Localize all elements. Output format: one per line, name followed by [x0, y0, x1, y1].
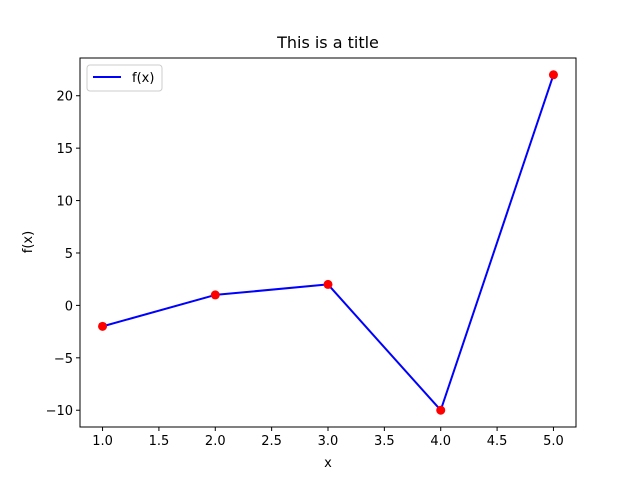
x-tick-label: 2.5	[261, 434, 282, 449]
x-tick-label: 3.5	[374, 434, 395, 449]
legend-label: f(x)	[132, 71, 154, 86]
x-tick-label: 1.5	[149, 434, 170, 449]
data-point	[548, 70, 558, 80]
x-tick-label: 1.0	[92, 434, 113, 449]
x-tick-label: 4.0	[430, 434, 451, 449]
x-tick-label: 5.0	[543, 434, 564, 449]
x-tick-label: 2.0	[205, 434, 226, 449]
y-axis-label: f(x)	[21, 231, 36, 253]
data-point	[98, 321, 108, 331]
legend: f(x)	[86, 64, 163, 92]
y-tick-label: −10	[46, 404, 73, 419]
y-axis: −10 −5 0 5 10 15 20	[46, 90, 80, 419]
data-point	[323, 279, 333, 289]
x-axis-label: x	[324, 456, 332, 471]
data-point	[210, 290, 220, 300]
series-points	[98, 70, 558, 415]
x-tick-label: 4.5	[487, 434, 508, 449]
y-tick-label: 15	[56, 142, 73, 157]
y-tick-label: 5	[65, 247, 73, 262]
chart-title: This is a title	[276, 33, 379, 52]
x-tick-label: 3.0	[318, 434, 339, 449]
y-tick-label: 10	[56, 195, 73, 210]
plot-area: 1.0 1.5 2.0 2.5 3.0 3.5 4.0 4.5 5.0 −10 −5 0 5 10 15 2…	[46, 57, 577, 449]
y-tick-label: 0	[65, 299, 73, 314]
axes-frame	[79, 57, 577, 428]
x-axis: 1.0 1.5 2.0 2.5 3.0 3.5 4.0 4.5 5.0	[92, 427, 564, 449]
legend-box	[86, 64, 163, 92]
data-point	[436, 405, 446, 415]
y-tick-label: 20	[56, 90, 73, 105]
y-tick-label: −5	[54, 352, 73, 367]
